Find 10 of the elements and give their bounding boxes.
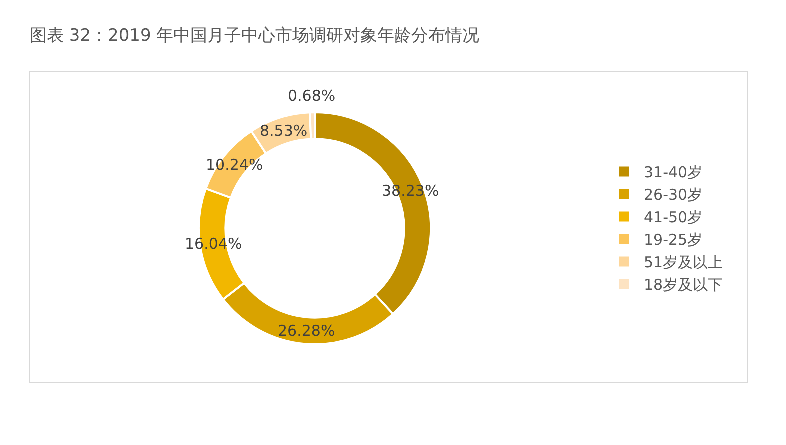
data-label: 26.28%: [278, 322, 336, 340]
legend-label: 51岁及以上: [644, 254, 724, 272]
legend-label: 18岁及以下: [644, 276, 724, 294]
chart-title: 图表 32：2019 年中国月子中心市场调研对象年龄分布情况: [30, 26, 480, 46]
legend-label: 19-25岁: [644, 231, 703, 250]
data-label: 8.53%: [260, 122, 308, 140]
legend-label: 26-30岁: [644, 186, 703, 204]
legend-label: 41-50岁: [644, 208, 703, 227]
legend-label: 31-40岁: [644, 164, 703, 182]
data-label: 0.68%: [288, 87, 336, 105]
